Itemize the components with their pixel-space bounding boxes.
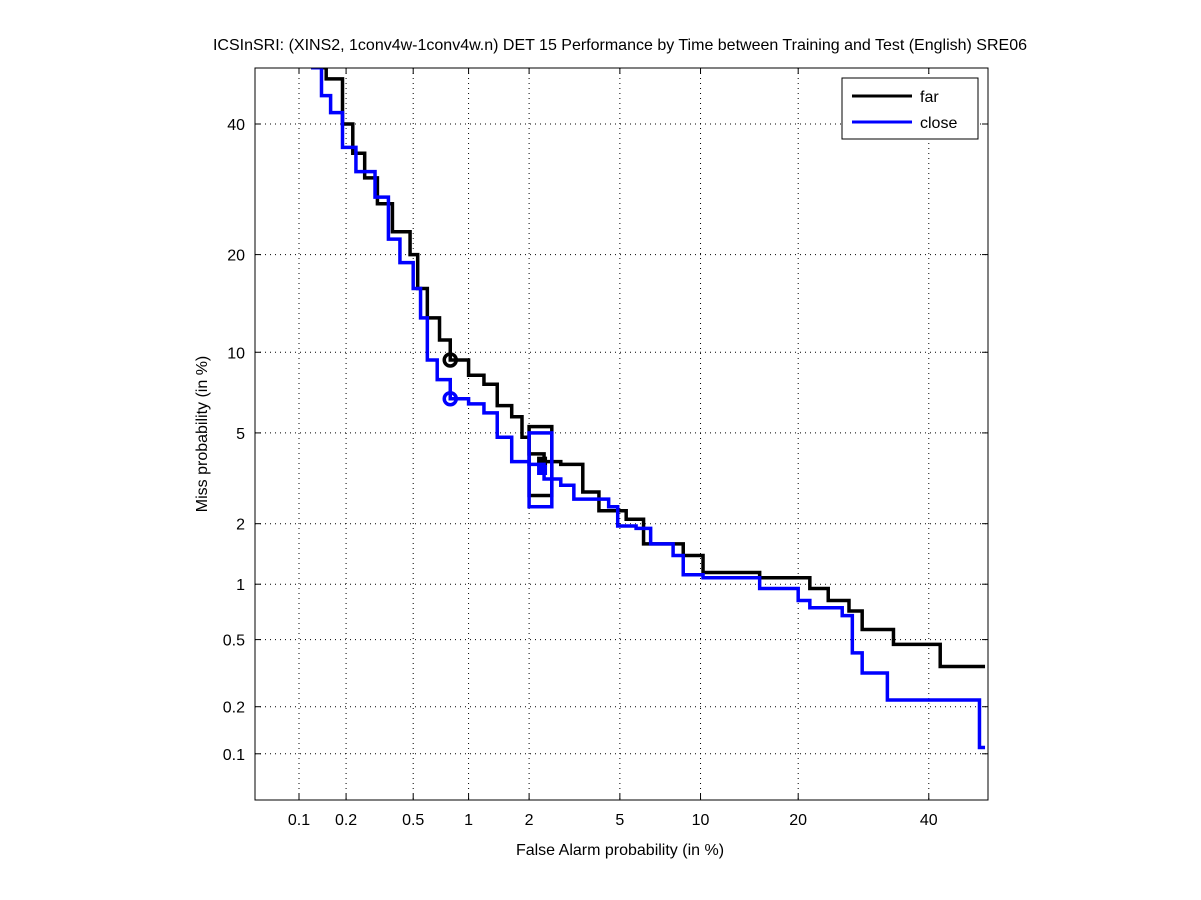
x-tick-label: 1 [464,812,473,829]
legend: far close [841,77,979,140]
ticks: 0.1 0.2 0.5 1 2 5 10 20 40 0.1 0.2 0.5 1 2 5 10 20 40 [223,68,988,829]
legend-label-far: far [920,89,939,106]
y-tick-label: 5 [236,426,245,443]
x-tick-label: 2 [525,812,534,829]
plot-area-border [254,67,989,801]
curve-far [311,68,986,669]
min-dcf-marker-close [442,390,459,407]
chart-title: ICSInSRI: (XINS2, 1conv4w-1conv4w.n) DET… [213,37,1027,54]
y-tick-label: 0.5 [223,633,245,650]
x-axis-label: False Alarm probability (in %) [516,842,724,859]
curve-close [311,68,986,750]
x-tick-label: 0.5 [402,812,424,829]
y-tick-label: 40 [227,117,245,134]
y-tick-label: 2 [236,517,245,534]
series-far [311,68,986,669]
legend-box [841,77,979,140]
x-tick-label: 0.2 [335,812,357,829]
y-tick-label: 0.1 [223,747,245,764]
confidence-point-far [537,456,548,467]
confidence-point-close [537,465,548,476]
x-tick-label: 10 [692,812,710,829]
legend-label-close: close [920,115,957,132]
min-dcf-marker-far [442,352,459,368]
x-tick-label: 5 [615,812,624,829]
x-tick-label: 40 [920,812,938,829]
y-tick-label: 0.2 [223,700,245,717]
x-tick-label: 0.1 [288,812,310,829]
series-close [311,68,986,750]
y-tick-label: 10 [227,345,245,362]
y-tick-label: 1 [236,577,245,594]
y-axis-label: Miss probability (in %) [194,356,211,512]
x-tick-label: 20 [789,812,807,829]
confidence-box-close [527,431,554,509]
series-layer [311,68,986,750]
y-tick-label: 20 [227,248,245,265]
